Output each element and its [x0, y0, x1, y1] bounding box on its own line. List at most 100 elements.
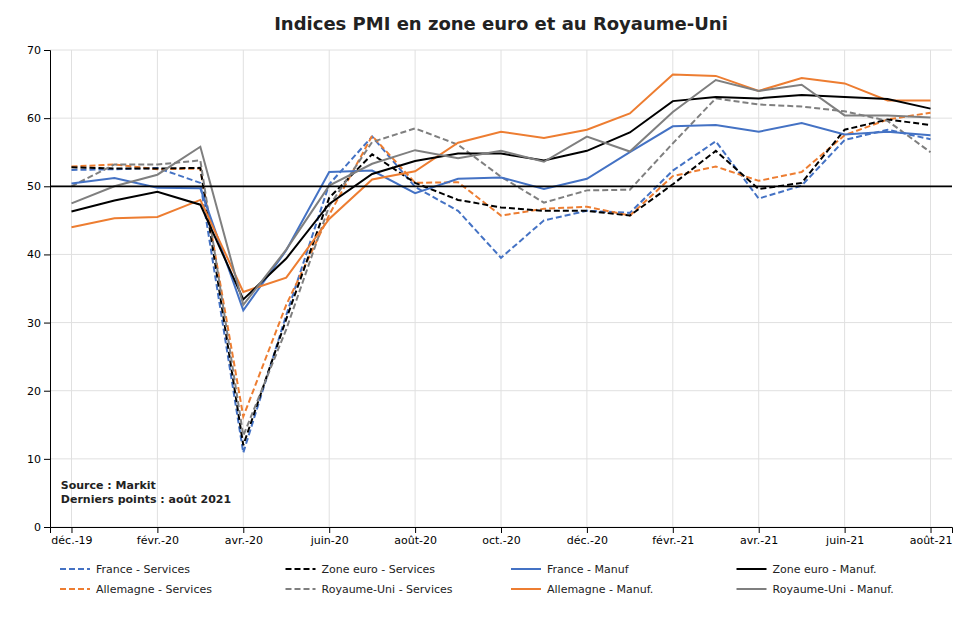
y-tick-mark — [44, 391, 50, 392]
grid-line-x — [243, 50, 244, 527]
series-line — [71, 120, 930, 446]
legend-item: Zone euro - Manuf. — [737, 563, 877, 576]
grid — [50, 50, 952, 527]
y-tick-label: 20 — [27, 385, 41, 398]
y-tick-mark — [44, 186, 50, 187]
x-tick: août-21 — [910, 527, 953, 547]
title: Indices PMI en zone euro et au Royaume-U… — [274, 13, 728, 34]
x-tick-label: févr.-20 — [137, 534, 179, 547]
x-tick: juin-20 — [310, 527, 349, 547]
y-tick-label: 10 — [27, 453, 41, 466]
x-tick: déc.-20 — [567, 527, 608, 547]
series-line — [71, 80, 930, 305]
y-tick: 60 — [27, 112, 50, 125]
chart-svg: Indices PMI en zone euro et au Royaume-U… — [0, 0, 977, 637]
x-tick-label: août-21 — [910, 534, 953, 547]
x-tick-mark — [157, 527, 158, 533]
annotation: Source : MarkitDerniers points : août 20… — [61, 479, 231, 506]
y-tick: 30 — [27, 317, 50, 330]
x-tick-label: août-20 — [394, 534, 437, 547]
legend-item: Allemagne - Services — [60, 583, 212, 596]
grid-line-x — [329, 50, 330, 527]
x-tick-mark — [845, 527, 846, 533]
x-tick-mark — [759, 527, 760, 533]
legend-swatch — [737, 588, 767, 590]
y-tick: 50 — [27, 180, 50, 193]
y-tick-label: 70 — [27, 44, 41, 57]
y-tick: 40 — [27, 248, 50, 261]
series-line — [71, 113, 930, 417]
y-tick-label: 60 — [27, 112, 41, 125]
x-tick: déc.-19 — [51, 527, 92, 547]
x-tick: juin-21 — [825, 527, 864, 547]
series-line — [71, 95, 930, 299]
x-tick: févr.-21 — [652, 527, 694, 547]
grid-line-x — [71, 50, 72, 527]
grid-line-x — [930, 50, 931, 527]
y-tick: 10 — [27, 453, 50, 466]
series-line — [71, 75, 930, 292]
legend-item: France - Services — [60, 563, 190, 576]
legend-item: Allemagne - Manuf. — [511, 583, 653, 596]
reference-line — [50, 185, 952, 187]
x-tick-mark — [71, 527, 72, 533]
x-tick-label: avr.-21 — [740, 534, 778, 547]
legend-label: Royaume-Uni - Services — [322, 583, 453, 596]
x-tick-mark — [587, 527, 588, 533]
x-tick-mark — [673, 527, 674, 533]
y-axis-line — [44, 51, 51, 528]
legend-item: Royaume-Uni - Services — [286, 583, 453, 596]
x-tick-label: oct.-20 — [482, 534, 521, 547]
y-tick-label: 40 — [27, 248, 41, 261]
x-tick-mark — [501, 527, 502, 533]
x-tick-mark — [329, 527, 330, 533]
y-tick-label: 30 — [27, 317, 41, 330]
y-tick: 20 — [27, 385, 50, 398]
legend-label: France - Services — [96, 563, 190, 576]
y-tick-mark — [44, 323, 50, 324]
y-tick-label: 0 — [34, 521, 41, 534]
y-tick-mark — [44, 254, 50, 255]
y-tick-mark — [44, 50, 50, 51]
grid-line-x — [844, 50, 845, 527]
grid-line-x — [415, 50, 416, 527]
legend-swatch — [286, 568, 316, 570]
legend-swatch — [737, 568, 767, 570]
y-tick: 0 — [34, 521, 50, 534]
x-tick-mark — [931, 527, 932, 533]
y-tick-mark — [44, 118, 50, 119]
legend-label: Allemagne - Manuf. — [547, 583, 653, 596]
x-tick: août-20 — [394, 527, 437, 547]
x-tick-label: févr.-21 — [652, 534, 694, 547]
x-tick-mark — [243, 527, 244, 533]
x-tick-label: déc.-19 — [51, 534, 92, 547]
x-axis-line — [51, 528, 953, 534]
y-tick-mark — [44, 459, 50, 460]
grid-line-x — [586, 50, 587, 527]
grid-line-x — [758, 50, 759, 527]
x-tick-label: déc.-20 — [567, 534, 608, 547]
grid-line-x — [501, 50, 502, 527]
legend-label: Zone euro - Services — [322, 563, 436, 576]
x-tick: oct.-20 — [482, 527, 521, 547]
grid-line-x — [157, 50, 158, 527]
legend-swatch — [60, 588, 90, 590]
y-axis: 0 10 20 30 40 50 60 70 — [27, 44, 51, 534]
x-tick-label: avr.-20 — [225, 534, 263, 547]
x-axis: déc.-19 févr.-20 avr.-20 juin-20 août-20 oct.… — [51, 527, 953, 547]
x-tick-mark — [415, 527, 416, 533]
plot: déc.-19 févr.-20 avr.-20 juin-20 août-20 oct.… — [27, 44, 953, 596]
grid-line-x — [672, 50, 673, 527]
legend-swatch — [60, 568, 90, 570]
y-tick: 70 — [27, 44, 50, 57]
grid-line-y — [50, 186, 952, 187]
x-tick: févr.-20 — [137, 527, 179, 547]
legend: France - Services Allemagne - Services Zon… — [60, 563, 894, 596]
y-tick-mark — [44, 527, 50, 528]
series-group — [50, 75, 952, 453]
legend-item: France - Manuf — [511, 563, 630, 576]
y-tick-label: 50 — [27, 180, 41, 193]
legend-item: Zone euro - Services — [286, 563, 436, 576]
x-tick-label: juin-21 — [825, 534, 864, 547]
annotation-line: Derniers points : août 2021 — [61, 493, 231, 506]
